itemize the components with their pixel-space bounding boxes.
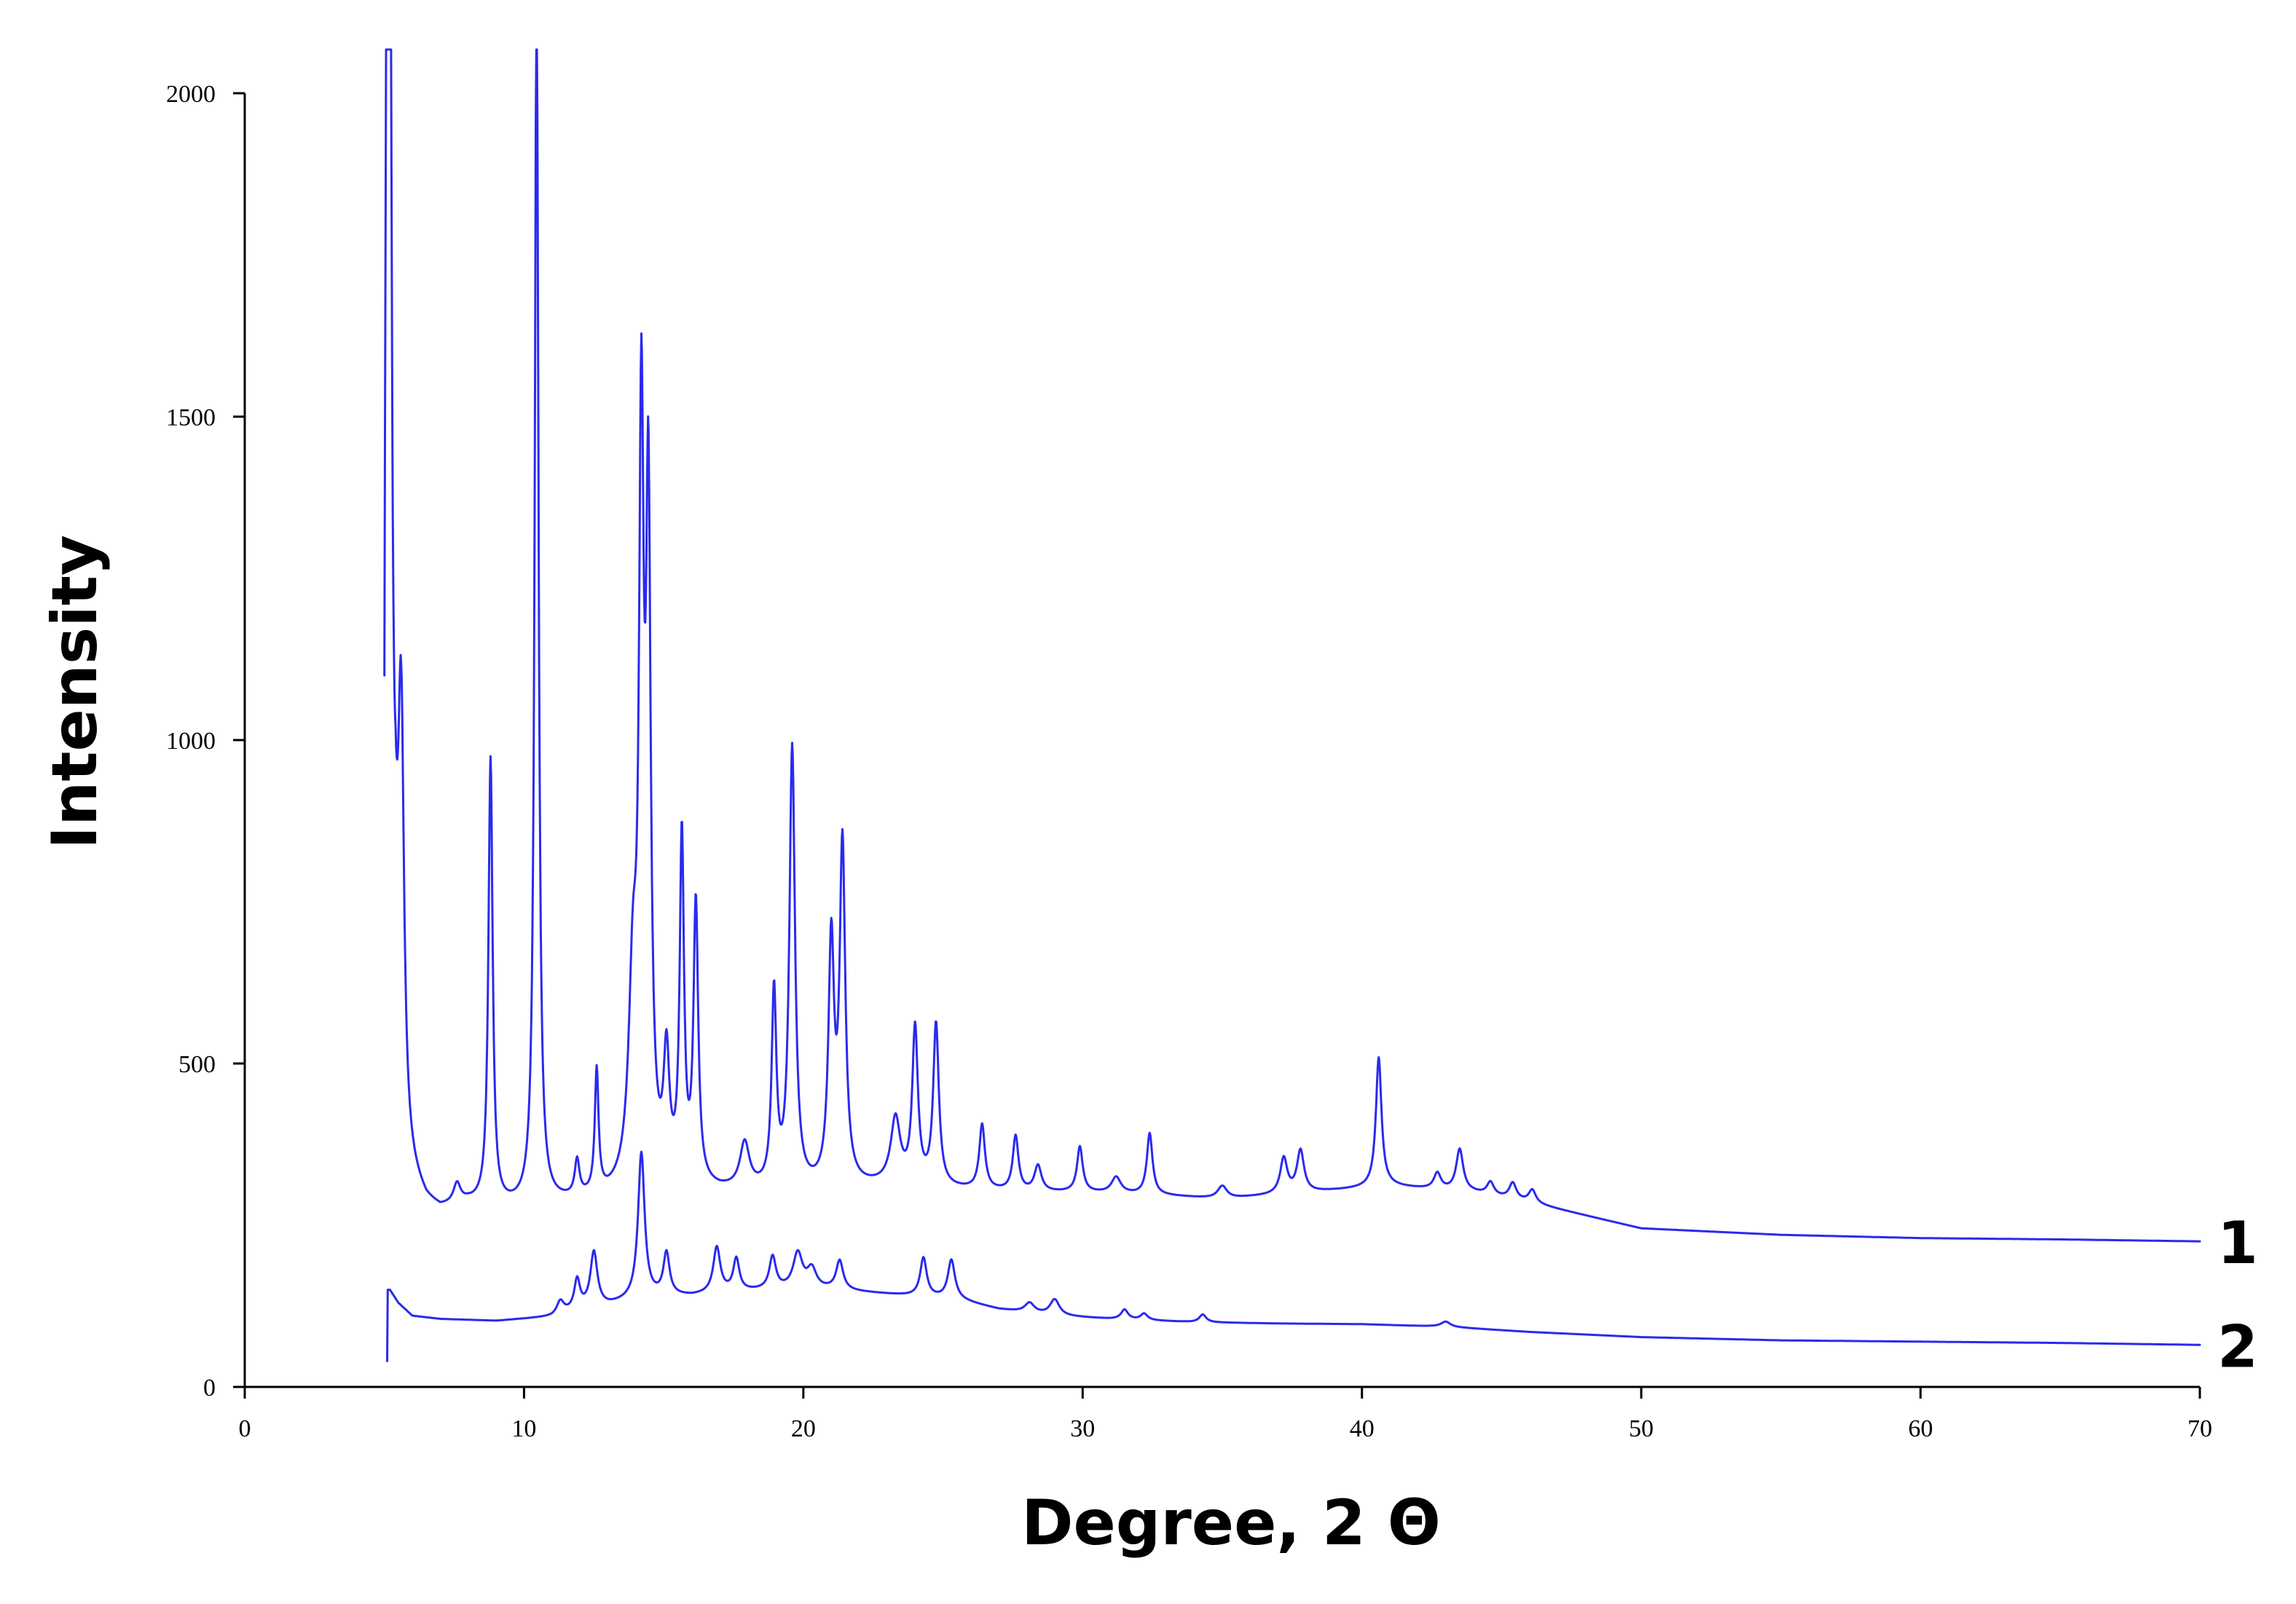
y-axis-title: Intensity (39, 535, 111, 849)
series-1-trace (383, 48, 2201, 1243)
y-axis-ticks: 0 500 1000 1500 2000 (166, 81, 245, 1401)
y-tick-label: 0 (203, 1375, 216, 1401)
series-1-label: 1 (2217, 1209, 2258, 1277)
series-2-label: 2 (2217, 1313, 2258, 1380)
x-axis-ticks: 0 10 20 30 40 50 60 70 (239, 1387, 2212, 1442)
x-axis-title: Degree, 2 Θ (1021, 1487, 1441, 1560)
x-tick-label: 60 (1908, 1415, 1933, 1442)
y-tick-label: 2000 (166, 81, 216, 108)
y-tick-label: 1500 (166, 404, 216, 431)
series-traces (383, 48, 2201, 1362)
x-tick-label: 30 (1070, 1415, 1095, 1442)
x-tick-label: 0 (239, 1415, 251, 1442)
x-tick-label: 70 (2187, 1415, 2212, 1442)
y-tick-label: 1000 (166, 728, 216, 755)
x-tick-label: 50 (1629, 1415, 1654, 1442)
series-labels: 12 (2217, 1209, 2258, 1380)
x-tick-label: 20 (791, 1415, 816, 1442)
y-tick-label: 500 (178, 1051, 216, 1078)
x-tick-label: 40 (1350, 1415, 1375, 1442)
x-tick-label: 10 (511, 1415, 536, 1442)
series-2-trace (386, 1150, 2201, 1362)
